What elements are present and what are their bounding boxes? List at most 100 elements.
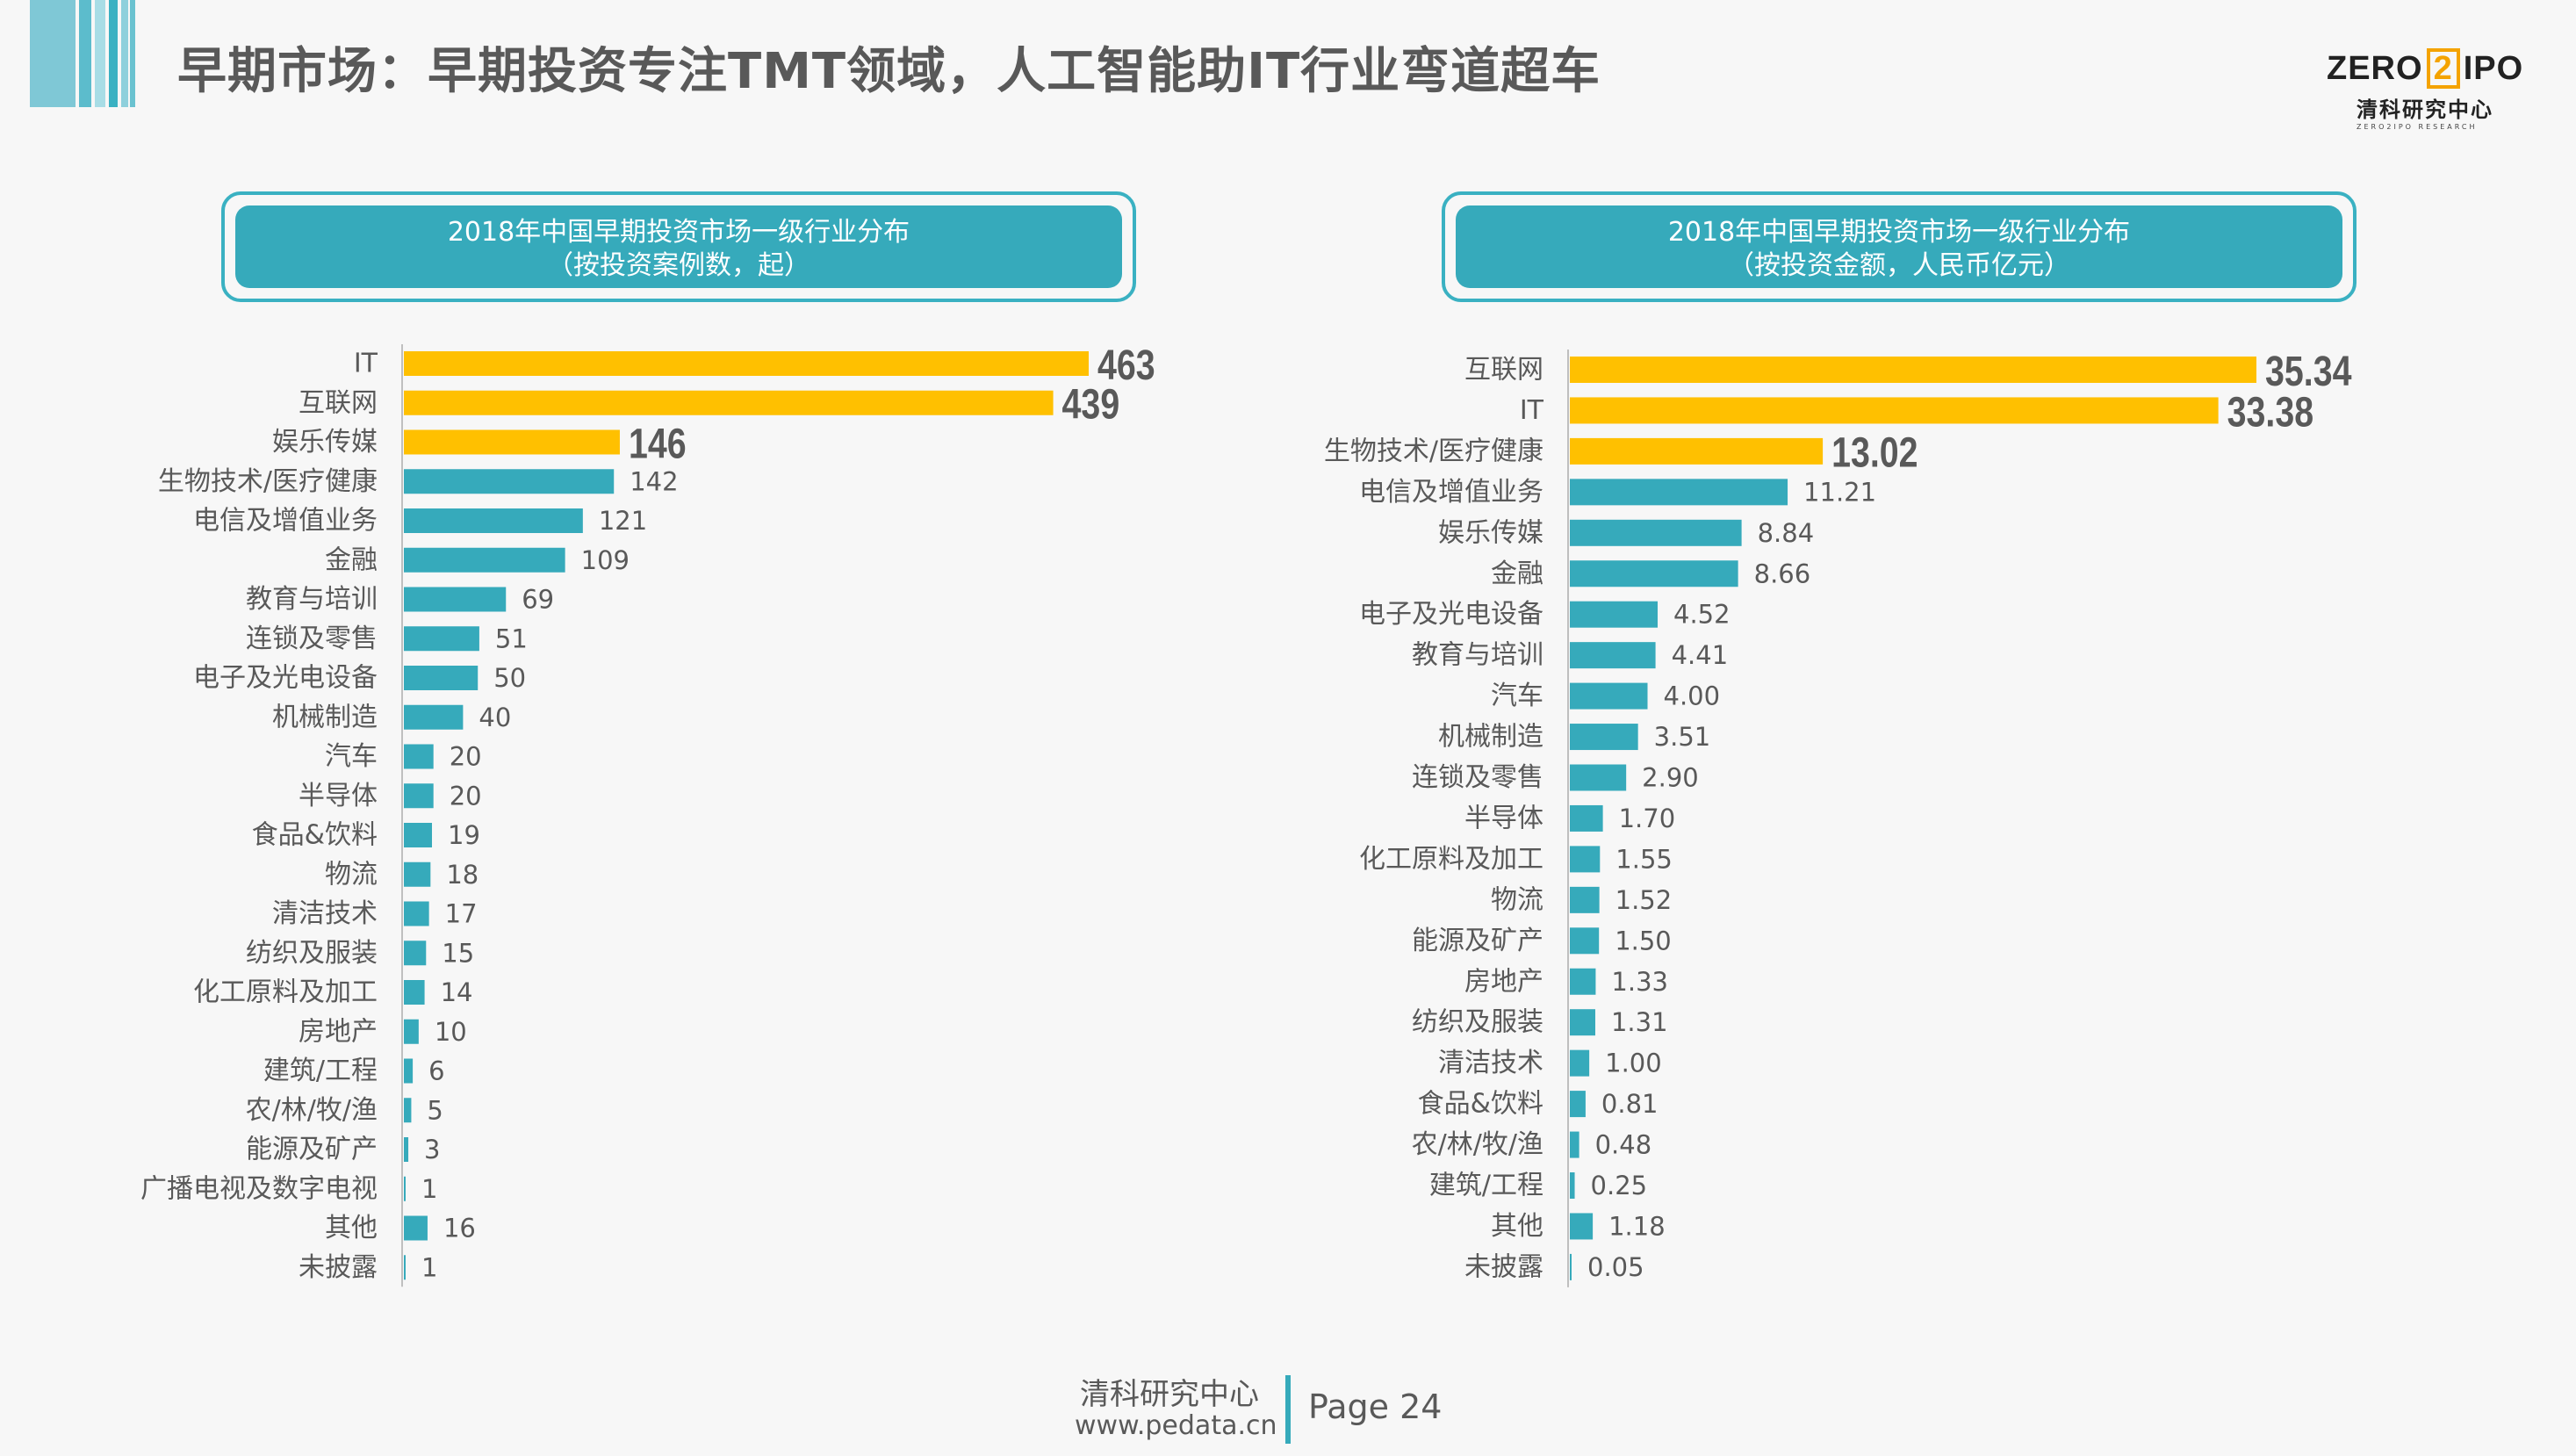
bar <box>404 1058 414 1084</box>
category-label: 农/林/牧/渔 <box>246 1095 378 1126</box>
bar <box>1570 846 1601 873</box>
category-label: 连锁及零售 <box>1412 762 1543 793</box>
bar <box>404 390 1054 415</box>
stripe <box>79 0 91 107</box>
category-label: 娱乐传媒 <box>1438 517 1543 548</box>
value-label: 20 <box>450 781 482 811</box>
value-label: 1.52 <box>1615 885 1673 915</box>
category-label: 建筑/工程 <box>263 1056 378 1086</box>
category-label: 未披露 <box>1464 1251 1543 1282</box>
bar <box>1570 479 1788 506</box>
bar <box>1570 1253 1572 1280</box>
bar <box>1570 357 2256 383</box>
category-label: 化工原料及加工 <box>193 977 378 1008</box>
category-label: 半导体 <box>1464 803 1543 833</box>
category-label: 电信及增值业务 <box>193 506 378 537</box>
bar <box>404 547 565 573</box>
value-label: 1.00 <box>1605 1049 1662 1078</box>
page-title: 早期市场：早期投资专注TMT领域，人工智能助IT行业弯道超车 <box>177 43 1601 100</box>
bar <box>404 1098 412 1123</box>
category-label: 电信及增值业务 <box>1359 477 1543 508</box>
category-label: 机械制造 <box>272 702 378 732</box>
value-label: 1 <box>421 1174 437 1204</box>
value-label: 8.84 <box>1758 518 1815 548</box>
bar <box>1570 764 1627 791</box>
category-label: 半导体 <box>299 781 378 811</box>
bar <box>1570 724 1638 751</box>
value-label: 1.33 <box>1611 967 1668 997</box>
logo-zero: ZERO <box>2327 50 2423 87</box>
bar <box>404 1255 406 1280</box>
logo-ipo: IPO <box>2463 50 2524 87</box>
category-label: 金融 <box>325 544 378 575</box>
value-label: 0.05 <box>1587 1252 1644 1282</box>
value-label: 51 <box>495 623 528 653</box>
bar <box>404 744 434 769</box>
category-label: 房地产 <box>299 1016 378 1047</box>
category-label: 建筑/工程 <box>1429 1171 1543 1201</box>
value-label: 50 <box>493 663 526 693</box>
stripe <box>121 0 128 107</box>
value-label: 18 <box>446 860 479 890</box>
bar <box>1570 1009 1595 1036</box>
chart-1-header: 2018年中国早期投资市场一级行业分布 （按投资案例数，起） <box>221 191 1136 302</box>
value-label: 146 <box>629 421 687 468</box>
bar <box>404 351 1089 376</box>
value-label: 1 <box>421 1252 437 1282</box>
value-label: 463 <box>1097 342 1155 389</box>
bar <box>404 587 507 612</box>
bar <box>1570 1091 1586 1118</box>
category-label: IT <box>354 349 378 379</box>
bar <box>404 1019 419 1044</box>
value-label: 40 <box>479 703 511 732</box>
bar <box>404 1137 409 1162</box>
bar <box>404 823 433 847</box>
category-label: 电子及光电设备 <box>193 663 378 694</box>
bar <box>1570 397 2219 424</box>
value-label: 6 <box>428 1056 444 1086</box>
value-label: 16 <box>443 1214 476 1243</box>
value-label: 0.81 <box>1601 1089 1659 1119</box>
bar <box>1570 1131 1579 1158</box>
category-label: 食品&饮料 <box>1418 1089 1543 1120</box>
category-label: 清洁技术 <box>1438 1048 1543 1078</box>
category-label: 金融 <box>1491 559 1543 589</box>
bar <box>404 626 479 652</box>
logo-wordmark: ZERO 2 IPO <box>2327 48 2529 89</box>
value-label: 5 <box>427 1095 443 1125</box>
logo-two: 2 <box>2426 48 2460 89</box>
category-label: 物流 <box>1491 884 1543 915</box>
bar <box>404 508 583 533</box>
category-label: 连锁及零售 <box>246 623 378 654</box>
value-label: 3 <box>424 1135 440 1164</box>
value-label: 1.55 <box>1615 844 1673 874</box>
category-label: 其他 <box>1491 1211 1543 1242</box>
category-label: 教育与培训 <box>246 584 378 615</box>
bar <box>1570 968 1596 995</box>
category-label: 其他 <box>325 1213 378 1243</box>
chart-1-title: 2018年中国早期投资市场一级行业分布 <box>447 217 910 248</box>
bar <box>404 783 434 809</box>
value-label: 2.90 <box>1642 763 1699 793</box>
bar <box>404 704 464 730</box>
value-label: 3.51 <box>1654 722 1711 752</box>
value-label: 10 <box>435 1017 467 1047</box>
value-label: 19 <box>448 820 480 850</box>
category-label: 互联网 <box>299 387 378 418</box>
footer-org: 清科研究中心 <box>1080 1377 1259 1412</box>
stripe <box>130 0 135 107</box>
category-label: 能源及矿产 <box>246 1135 378 1165</box>
value-label: 142 <box>630 466 678 496</box>
category-label: 化工原料及加工 <box>1359 844 1543 875</box>
value-label: 0.48 <box>1595 1130 1652 1160</box>
bar <box>1570 1049 1590 1077</box>
category-label: 机械制造 <box>1438 722 1543 753</box>
bar <box>1570 927 1600 955</box>
category-label: 食品&饮料 <box>252 820 378 851</box>
value-label: 15 <box>442 938 474 968</box>
bar <box>1570 682 1648 710</box>
category-label: 物流 <box>325 859 378 890</box>
category-label: 房地产 <box>1464 966 1543 997</box>
bar <box>404 941 427 966</box>
